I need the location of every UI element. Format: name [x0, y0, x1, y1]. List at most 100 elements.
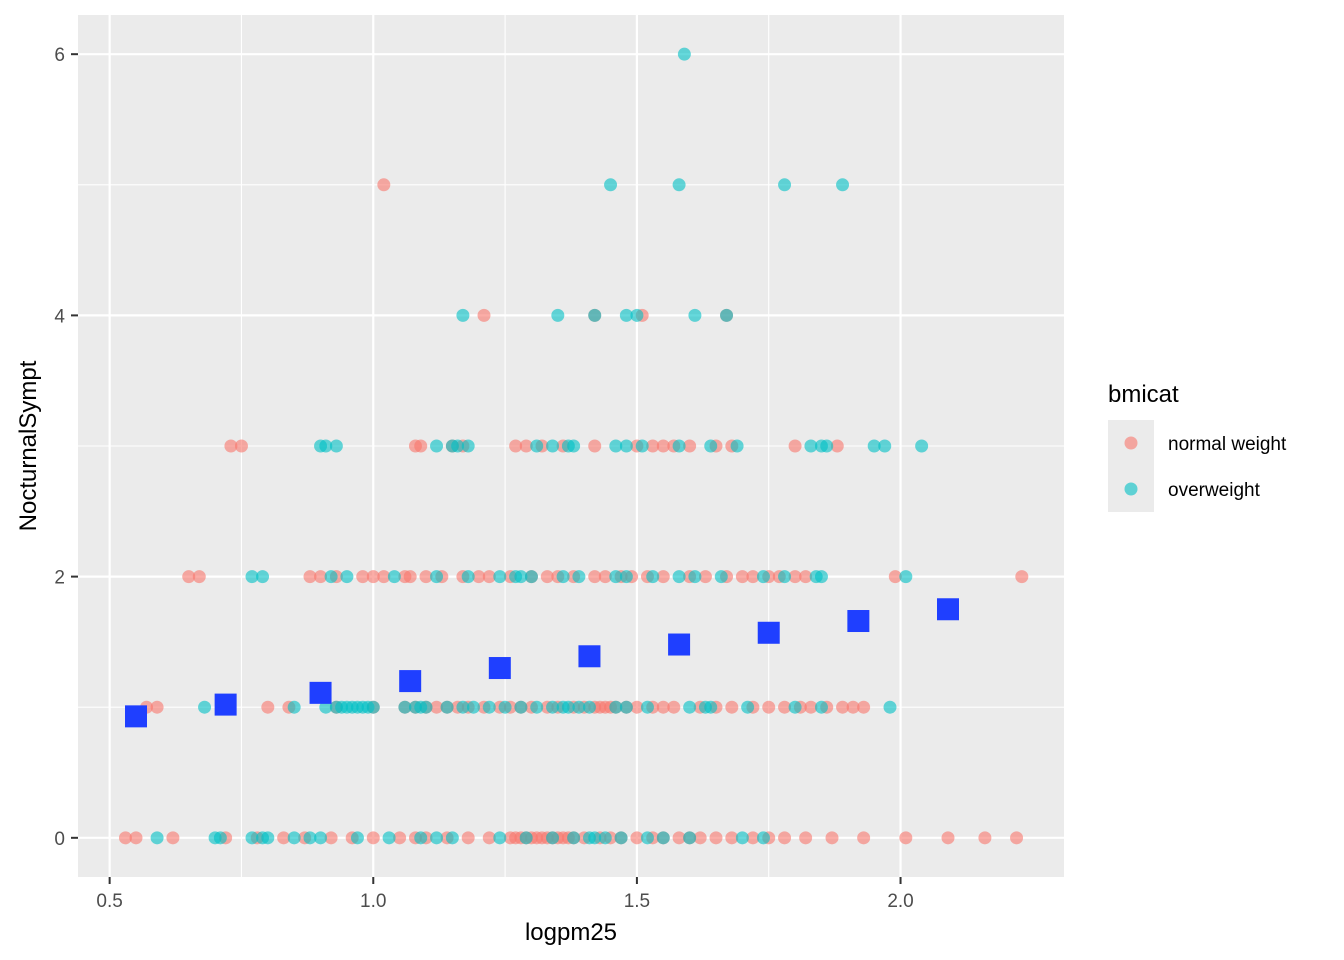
- data-point: [498, 700, 512, 714]
- data-point: [377, 570, 391, 584]
- data-point: [688, 308, 702, 322]
- data-point: [836, 178, 850, 192]
- data-point: [778, 831, 792, 845]
- data-point: [814, 700, 828, 714]
- data-point: [878, 439, 892, 453]
- data-point: [366, 831, 380, 845]
- trend-square-point: [847, 610, 870, 633]
- data-point: [451, 439, 465, 453]
- data-point: [445, 831, 459, 845]
- data-point: [725, 831, 739, 845]
- data-point: [677, 47, 691, 61]
- y-axis-ticks: 0 2 4 6: [54, 45, 78, 850]
- x-tick-label: 0.5: [96, 891, 122, 912]
- data-point: [788, 700, 802, 714]
- data-point: [709, 831, 723, 845]
- data-point: [656, 439, 670, 453]
- data-point: [698, 570, 712, 584]
- data-point: [704, 700, 718, 714]
- data-point: [482, 700, 496, 714]
- data-point: [693, 831, 707, 845]
- data-point: [899, 570, 913, 584]
- data-point: [888, 570, 902, 584]
- data-point: [746, 831, 760, 845]
- data-point: [477, 308, 491, 322]
- trend-square-point: [214, 693, 237, 716]
- data-point: [598, 570, 612, 584]
- data-point: [366, 570, 380, 584]
- data-point: [287, 700, 301, 714]
- data-point: [825, 831, 839, 845]
- data-point: [430, 570, 444, 584]
- data-point: [524, 570, 538, 584]
- data-point: [166, 831, 180, 845]
- trend-square-point: [578, 645, 601, 668]
- data-point: [572, 570, 586, 584]
- data-point: [234, 439, 248, 453]
- data-point: [414, 439, 428, 453]
- data-point: [366, 700, 380, 714]
- data-point: [303, 831, 317, 845]
- data-point: [324, 570, 338, 584]
- data-point: [129, 831, 143, 845]
- data-point: [609, 439, 623, 453]
- x-tick-label: 1.5: [624, 891, 650, 912]
- data-point: [656, 700, 670, 714]
- data-point: [403, 570, 417, 584]
- data-point: [588, 831, 602, 845]
- data-point: [857, 700, 871, 714]
- data-point: [192, 570, 206, 584]
- data-point: [735, 831, 749, 845]
- data-point: [814, 570, 828, 584]
- data-point: [329, 439, 343, 453]
- data-point: [1015, 570, 1029, 584]
- data-point: [561, 700, 575, 714]
- data-point: [398, 700, 412, 714]
- data-point: [619, 439, 633, 453]
- data-point: [319, 700, 333, 714]
- data-point: [461, 439, 475, 453]
- data-point: [683, 831, 697, 845]
- data-point: [314, 570, 328, 584]
- data-point: [799, 570, 813, 584]
- data-point: [324, 831, 338, 845]
- data-point: [303, 570, 317, 584]
- data-point: [741, 700, 755, 714]
- data-point: [883, 700, 897, 714]
- data-point: [382, 831, 396, 845]
- data-point: [619, 570, 633, 584]
- data-point: [546, 831, 560, 845]
- legend-marker-normal-weight: [1124, 436, 1138, 450]
- y-axis-title: NocturnalSympt: [15, 360, 42, 531]
- data-point: [387, 570, 401, 584]
- data-point: [414, 831, 428, 845]
- data-point: [598, 831, 612, 845]
- trend-square-point: [757, 621, 780, 644]
- data-point: [419, 570, 433, 584]
- data-point: [688, 570, 702, 584]
- data-point: [509, 439, 523, 453]
- data-point: [150, 831, 164, 845]
- data-point: [1010, 831, 1024, 845]
- data-point: [630, 308, 644, 322]
- data-point: [540, 570, 554, 584]
- x-axis-title: logpm25: [525, 919, 617, 946]
- legend-marker-overweight: [1124, 482, 1138, 496]
- data-point: [287, 831, 301, 845]
- data-point: [456, 308, 470, 322]
- data-point: [672, 570, 686, 584]
- data-point: [672, 178, 686, 192]
- data-point: [788, 439, 802, 453]
- data-point: [899, 831, 913, 845]
- x-tick-label: 1.0: [360, 891, 386, 912]
- data-point: [551, 308, 565, 322]
- data-point: [704, 439, 718, 453]
- data-point: [720, 308, 734, 322]
- data-point: [667, 700, 681, 714]
- data-point: [778, 700, 792, 714]
- data-point: [261, 700, 275, 714]
- trend-square-point: [668, 633, 691, 656]
- data-point: [619, 700, 633, 714]
- data-point: [588, 570, 602, 584]
